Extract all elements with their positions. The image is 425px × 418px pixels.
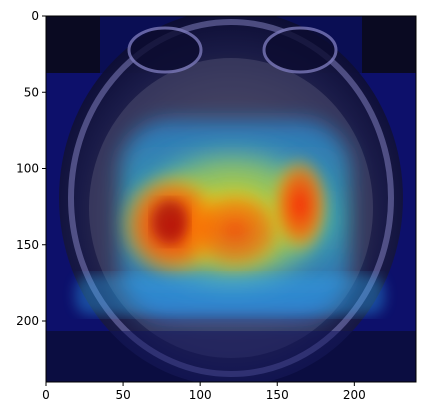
x-tick-label: 50 <box>115 388 130 402</box>
left-orbit <box>129 28 201 72</box>
heat-lower-band <box>75 275 385 315</box>
right-orbit <box>264 28 336 72</box>
y-tick-label: 100 <box>16 162 39 176</box>
x-tick-label: 100 <box>189 388 212 402</box>
plot-area <box>46 10 416 386</box>
y-axis: 0 50 100 150 200 <box>16 9 46 328</box>
overlay-bottom-band <box>46 331 416 382</box>
x-tick-label: 0 <box>42 388 50 402</box>
y-tick-label: 200 <box>16 314 39 328</box>
x-axis: 0 50 100 150 200 <box>42 382 366 402</box>
y-tick-label: 0 <box>31 9 39 23</box>
y-tick-label: 50 <box>24 85 39 99</box>
x-tick-label: 150 <box>266 388 289 402</box>
heat-right-hotspot <box>270 155 330 255</box>
heat-dark-core <box>152 200 188 244</box>
x-tick-label: 200 <box>343 388 366 402</box>
y-tick-label: 150 <box>16 238 39 252</box>
